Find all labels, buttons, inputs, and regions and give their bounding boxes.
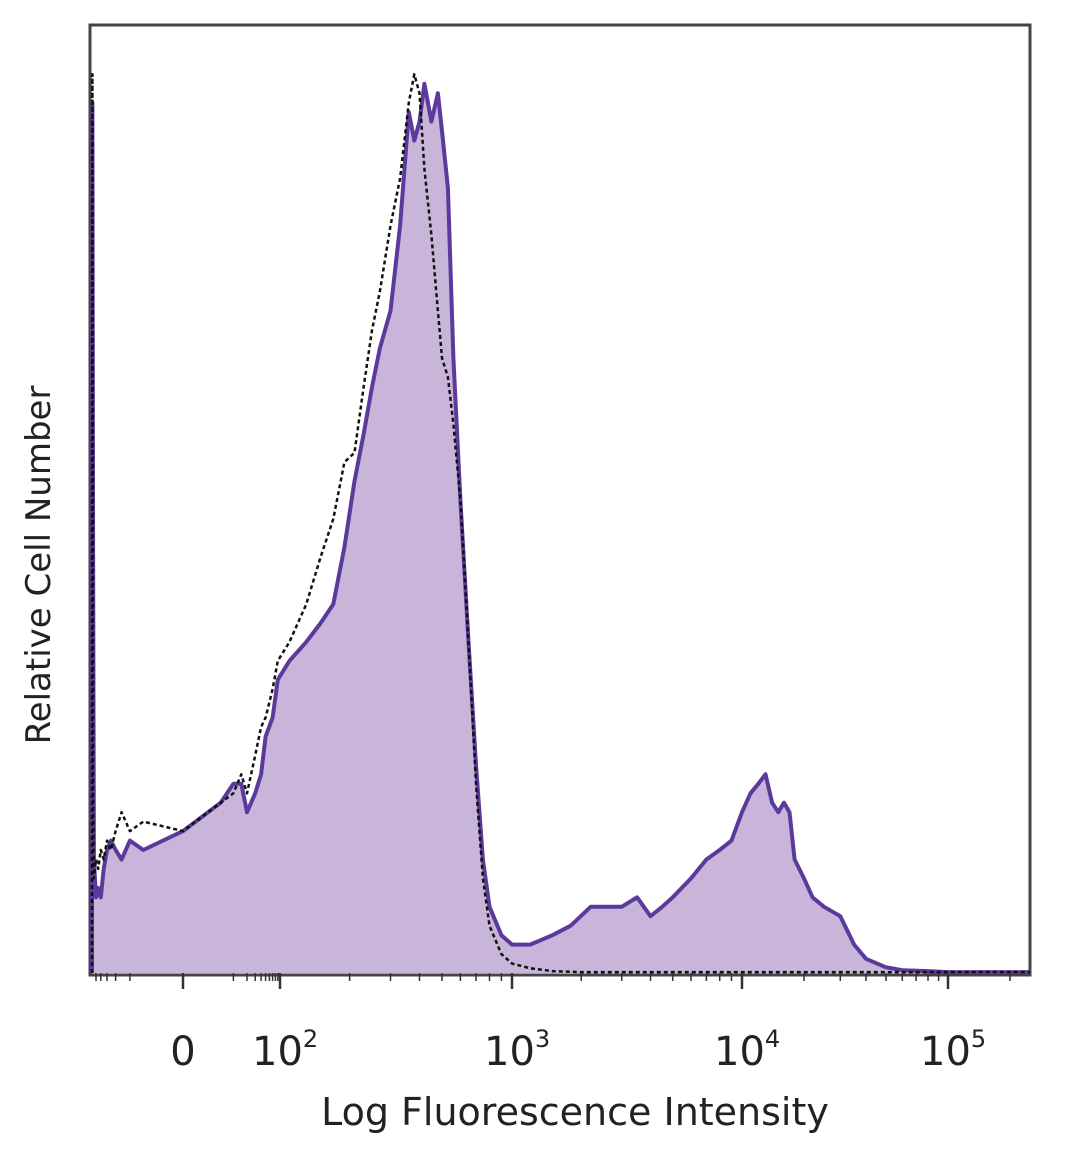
- x-axis-label: Log Fluorescence Intensity: [321, 1090, 829, 1134]
- x-tick-label: 102: [252, 1025, 318, 1075]
- x-tick-label: 104: [714, 1025, 780, 1075]
- x-tick-marks: [95, 973, 1011, 989]
- x-tick-labels: 0 102 103 104 105: [170, 1025, 986, 1075]
- sample-histogram-fill: [92, 83, 1030, 974]
- x-tick-label: 0: [170, 1029, 195, 1075]
- control-histogram-line: [90, 73, 1030, 974]
- y-axis-label: Relative Cell Number: [19, 386, 59, 745]
- series-layer: [90, 73, 1030, 975]
- x-tick-label: 105: [920, 1025, 986, 1075]
- x-tick-label: 103: [484, 1025, 550, 1075]
